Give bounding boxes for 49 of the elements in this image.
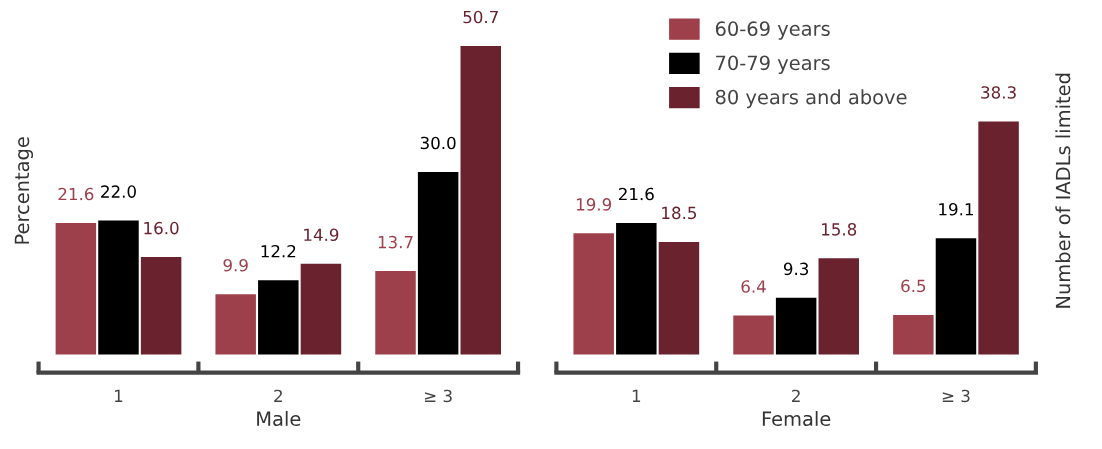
bar (460, 45, 501, 355)
x-tick-label: 2 (792, 389, 800, 402)
data-label: 6.5 (901, 279, 926, 293)
x-tick-label: 2 (274, 389, 282, 402)
bar (55, 223, 97, 355)
x-tick-label: ≥ 3 (424, 389, 452, 403)
bar (616, 223, 657, 355)
bar (733, 315, 774, 355)
data-label: 9.3 (783, 262, 809, 276)
data-label: 30.0 (420, 136, 456, 150)
data-label: 21.6 (618, 187, 654, 201)
data-label: 15.8 (822, 223, 857, 236)
data-label: 13.7 (378, 235, 413, 249)
bar (215, 294, 256, 355)
data-label: 16.0 (144, 221, 179, 235)
x-tick-label: 1 (632, 389, 641, 402)
bar (258, 280, 299, 355)
bar (775, 297, 817, 355)
bar (300, 263, 342, 355)
data-label: 14.9 (304, 228, 339, 242)
bar (935, 238, 977, 355)
legend-label: 60-69 years (715, 21, 830, 40)
x-axis-title: Male (257, 411, 301, 427)
bar (893, 314, 934, 355)
data-label: 21.6 (58, 187, 94, 201)
data-label: 50.7 (463, 10, 498, 24)
data-label: 18.5 (662, 206, 697, 220)
bar (658, 241, 700, 355)
data-label: 9.9 (223, 258, 248, 272)
data-label: 38.3 (981, 86, 1016, 99)
bar (140, 257, 182, 355)
x-tick-label: 1 (115, 389, 123, 402)
legend-label: 80 years and above (715, 89, 907, 109)
data-label: 12.2 (261, 244, 296, 258)
data-label: 19.9 (576, 198, 612, 211)
x-axis-title: Female (762, 411, 831, 427)
bar (573, 233, 614, 355)
data-label: 6.4 (741, 280, 766, 293)
legend-label: 70-79 years (716, 55, 830, 74)
bar (978, 121, 1019, 355)
x-tick-label: ≥ 3 (942, 389, 970, 403)
y2-axis-title: Number of IADLs limited (1055, 73, 1071, 308)
bar (417, 171, 459, 355)
bar (98, 220, 139, 355)
data-label: 22.0 (101, 185, 136, 198)
bar (375, 271, 416, 355)
y-axis-title: Percentage (14, 137, 34, 244)
data-label: 19.1 (939, 202, 973, 216)
bar (818, 258, 860, 355)
